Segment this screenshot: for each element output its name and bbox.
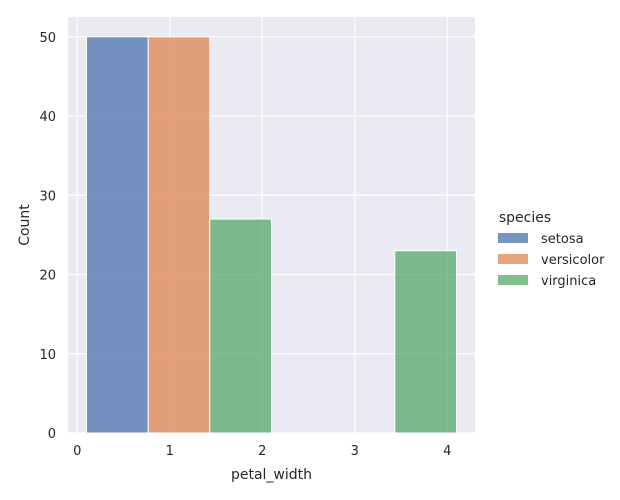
legend-title: species (499, 210, 551, 226)
y-tick-label: 0 (48, 427, 56, 442)
bar-setosa (86, 36, 149, 434)
legend-label-setosa: setosa (541, 232, 584, 247)
y-axis-ticks: 0 10 20 30 40 50 (39, 31, 56, 442)
x-tick-label: 4 (443, 444, 451, 459)
y-tick-label: 10 (39, 348, 56, 363)
legend-label-versicolor: versicolor (541, 253, 605, 268)
x-tick-label: 1 (166, 444, 174, 459)
bar-virginica (394, 250, 457, 434)
x-axis-ticks: 0 1 2 3 4 (73, 444, 451, 459)
y-tick-label: 40 (39, 110, 56, 125)
bar-versicolor (147, 36, 211, 434)
bars (86, 36, 457, 434)
x-axis-label: petal_width (231, 467, 312, 483)
x-tick-label: 2 (258, 444, 266, 459)
legend-swatch-virginica (498, 275, 528, 285)
legend-swatch-setosa (498, 233, 528, 243)
legend: species setosa versicolor virginica (498, 210, 605, 289)
legend-swatch-versicolor (498, 254, 528, 264)
y-tick-label: 20 (39, 269, 56, 284)
bar-virginica (209, 218, 273, 434)
x-tick-label: 3 (351, 444, 359, 459)
y-tick-label: 50 (39, 31, 56, 46)
y-tick-label: 30 (39, 189, 56, 204)
legend-label-virginica: virginica (541, 274, 596, 289)
y-axis-label: Count (17, 204, 33, 246)
x-tick-label: 0 (73, 444, 81, 459)
